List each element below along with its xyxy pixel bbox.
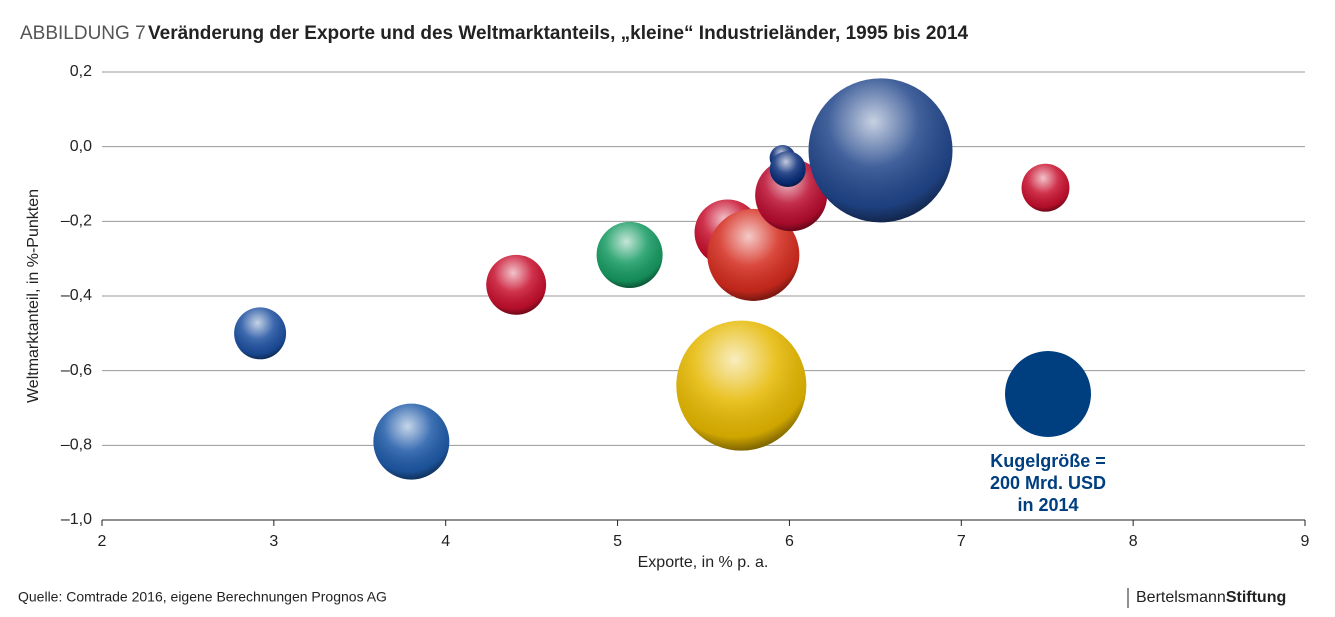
bubble-gloss xyxy=(486,254,547,315)
y-tick-label: –0,2 xyxy=(61,213,92,230)
bubble-gloss xyxy=(373,403,450,480)
size-legend-label: Kugelgröße = xyxy=(990,451,1106,471)
bubble-gloss xyxy=(676,320,807,451)
size-legend-label: 200 Mrd. USD xyxy=(990,473,1106,493)
brand-part: Stiftung xyxy=(1226,589,1286,606)
chart-title: Veränderung der Exporte und des Weltmark… xyxy=(148,23,969,44)
brand: BertelsmannStiftung xyxy=(1136,589,1286,606)
bubble-gloss xyxy=(808,78,953,223)
bubble-gloss xyxy=(596,221,663,288)
x-tick-label: 6 xyxy=(785,533,794,550)
brand-part: Bertelsmann xyxy=(1136,589,1226,606)
size-legend-label: in 2014 xyxy=(1017,495,1078,515)
y-tick-label: –1,0 xyxy=(61,511,92,528)
y-axis-label: Weltmarktanteil, in %-Punkten xyxy=(25,189,42,403)
y-tick-label: –0,8 xyxy=(61,437,92,454)
x-tick-label: 9 xyxy=(1301,533,1310,550)
bubble-gloss xyxy=(1021,163,1070,212)
bubble-gloss xyxy=(234,307,287,360)
x-tick-label: 3 xyxy=(269,533,278,550)
bubble-gloss xyxy=(769,151,806,188)
x-tick-label: 2 xyxy=(98,533,107,550)
y-tick-label: 0,0 xyxy=(70,138,92,155)
x-tick-label: 5 xyxy=(613,533,622,550)
y-tick-label: 0,2 xyxy=(70,63,92,80)
figure-label: ABBILDUNG 7 xyxy=(20,23,146,44)
x-tick-label: 8 xyxy=(1129,533,1138,550)
y-tick-label: –0,4 xyxy=(61,287,92,304)
source: Quelle: Comtrade 2016, eigene Berechnung… xyxy=(18,589,387,605)
bubble-gloss xyxy=(707,208,800,301)
x-tick-label: 7 xyxy=(957,533,966,550)
x-tick-label: 4 xyxy=(441,533,450,550)
x-axis-label: Exporte, in % p. a. xyxy=(638,554,769,571)
size-legend-bubble xyxy=(1005,351,1091,437)
y-tick-label: –0,6 xyxy=(61,362,92,379)
